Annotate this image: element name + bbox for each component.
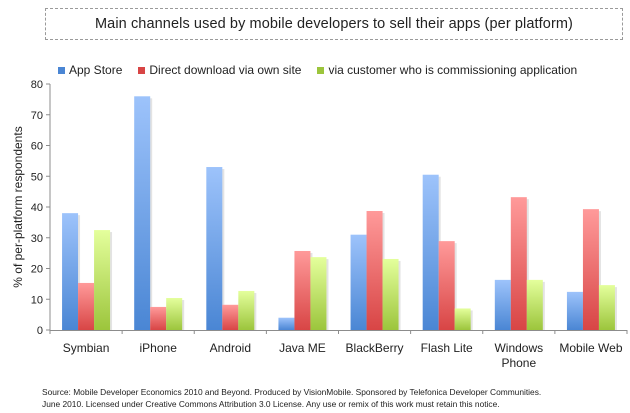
y-tick-label: 50: [31, 171, 43, 183]
x-tick-label: Symbian: [63, 341, 110, 355]
y-tick-label: 80: [31, 79, 43, 91]
y-tick-label: 70: [31, 110, 43, 122]
legend-swatch-app-store: [58, 66, 65, 74]
y-tick-label: 20: [31, 264, 43, 276]
bar-app-store-android: [206, 167, 223, 330]
legend: App Store Direct download via own site v…: [58, 62, 593, 78]
bar-app-store-blackberry: [350, 234, 367, 330]
bar-via-customer-who-is-commissioning-application-blackberry: [382, 258, 399, 330]
bar-direct-download-via-own-site-blackberry: [366, 210, 383, 330]
legend-label-direct-download: Direct download via own site: [149, 63, 302, 77]
x-tick-label: Android: [210, 341, 251, 355]
bar-direct-download-via-own-site-iphone: [150, 306, 167, 330]
legend-swatch-via-customer: [317, 66, 325, 74]
legend-label-app-store: App Store: [69, 63, 123, 77]
source-line-1: Source: Mobile Developer Economics 2010 …: [42, 387, 542, 397]
x-tick-label: Phone: [501, 356, 536, 370]
bar-app-store-java-me: [278, 317, 295, 330]
bar-app-store-windows-phone: [494, 279, 511, 330]
bar-via-customer-who-is-commissioning-application-iphone: [166, 298, 183, 330]
bar-direct-download-via-own-site-android: [222, 304, 239, 330]
bar-app-store-mobile-web: [566, 291, 583, 330]
source-note: Source: Mobile Developer Economics 2010 …: [42, 386, 630, 410]
bar-direct-download-via-own-site-mobile-web: [582, 209, 599, 330]
y-tick-label: 10: [31, 294, 43, 306]
bar-direct-download-via-own-site-windows-phone: [510, 197, 527, 330]
y-tick-label: 60: [31, 141, 43, 153]
bar-direct-download-via-own-site-symbian: [78, 282, 95, 330]
y-tick-label: 40: [31, 202, 43, 214]
legend-label-via-customer: via customer who is commissioning applic…: [328, 63, 578, 77]
x-tick-label: BlackBerry: [346, 341, 404, 355]
bar-via-customer-who-is-commissioning-application-symbian: [94, 230, 111, 330]
bar-via-customer-who-is-commissioning-application-flash-lite: [454, 308, 471, 330]
bar-direct-download-via-own-site-flash-lite: [438, 241, 455, 330]
bar-app-store-symbian: [62, 213, 79, 330]
legend-swatch-direct-download: [138, 66, 146, 74]
x-tick-label: Flash Lite: [421, 341, 473, 355]
bar-app-store-flash-lite: [422, 174, 439, 330]
bar-direct-download-via-own-site-java-me: [294, 250, 311, 330]
source-line-2: June 2010. Licensed under Creative Commo…: [42, 399, 500, 409]
x-tick-label: Java ME: [279, 341, 326, 355]
x-tick-label: Mobile Web: [559, 341, 622, 355]
bar-via-customer-who-is-commissioning-application-windows-phone: [526, 279, 543, 330]
x-tick-label: Windows: [494, 341, 543, 355]
bar-via-customer-who-is-commissioning-application-mobile-web: [598, 285, 615, 330]
y-tick-label: 0: [37, 325, 43, 337]
y-tick-label: 30: [31, 233, 43, 245]
bar-via-customer-who-is-commissioning-application-android: [238, 290, 255, 330]
chart-title: Main channels used by mobile developers …: [45, 8, 623, 40]
x-tick-label: iPhone: [140, 341, 178, 355]
bar-app-store-iphone: [134, 96, 151, 330]
legend-item-app-store: App Store: [58, 63, 122, 77]
legend-item-via-customer: via customer who is commissioning applic…: [317, 63, 577, 77]
legend-item-direct-download: Direct download via own site: [138, 63, 301, 77]
bar-via-customer-who-is-commissioning-application-java-me: [310, 257, 327, 330]
